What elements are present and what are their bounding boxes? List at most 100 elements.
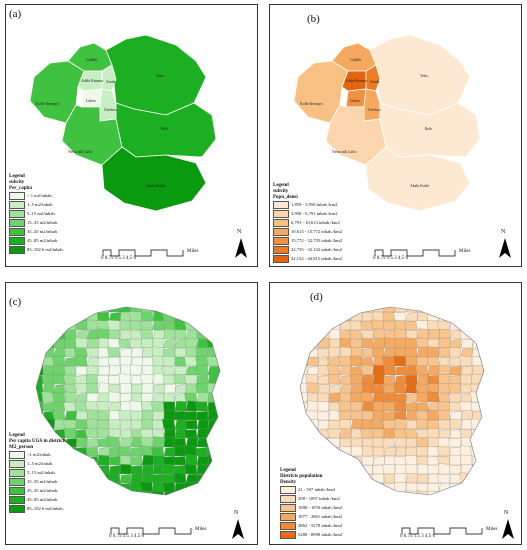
district-cell — [438, 347, 451, 358]
legend-item: 5280 - 8990 inhab./km2 — [280, 530, 342, 539]
district-cell — [42, 365, 55, 376]
district-cell — [394, 473, 407, 484]
district-cell — [482, 428, 484, 439]
district-cell — [36, 348, 44, 358]
district-cell — [86, 392, 99, 403]
district-cell — [196, 338, 209, 349]
district-cell — [404, 455, 418, 466]
legend-subtitle: subcity — [9, 179, 25, 185]
legend-item: 1–5 m2/inhab. — [9, 200, 64, 209]
district-cell — [107, 307, 121, 313]
district-cell — [372, 428, 385, 439]
legend: Legend Districts population Density 21 -… — [280, 468, 342, 539]
district-cell — [438, 429, 451, 439]
district-cell — [97, 366, 110, 376]
district-cell — [140, 419, 154, 430]
district-cell — [427, 456, 440, 466]
district-cell — [53, 330, 66, 340]
district-cell — [449, 347, 462, 358]
district-cell — [152, 384, 165, 394]
district-cell — [339, 438, 352, 448]
district-cell — [449, 319, 462, 331]
district-cell — [119, 330, 132, 340]
district-cell — [448, 375, 462, 385]
district-cell — [361, 338, 374, 349]
district-cell — [64, 321, 77, 331]
district-cell — [174, 347, 187, 358]
district-cell — [218, 400, 220, 412]
district-cell — [161, 418, 176, 430]
district-cell — [150, 446, 165, 457]
district-cell — [163, 491, 176, 495]
district-cell — [86, 347, 99, 358]
district-cell — [360, 391, 374, 403]
legend-item: 85–102.6 m2/inhab. — [9, 245, 64, 254]
district-cell — [372, 311, 385, 322]
district-density-map — [299, 306, 485, 496]
district-cell — [361, 482, 374, 493]
district-cell — [174, 384, 187, 394]
subcity-labels: Gulelle Addis Ketema Arada Lideta Cherko… — [300, 58, 432, 188]
district-cell — [339, 330, 352, 340]
district-cell — [416, 463, 429, 475]
legend-item: 15–35 m2/inhab. — [9, 477, 66, 486]
district-cell — [328, 311, 341, 322]
district-cell — [64, 307, 77, 313]
district-cell — [437, 320, 451, 331]
district-cell — [427, 409, 440, 421]
north-arrow-icon: N — [498, 510, 518, 541]
district-cell — [415, 365, 429, 376]
district-cell — [383, 473, 396, 484]
district-cell — [129, 364, 143, 376]
district-cell — [73, 375, 88, 385]
district-cell — [482, 446, 484, 457]
district-cell — [185, 420, 198, 430]
district-cell — [361, 411, 374, 421]
district-cell — [383, 320, 396, 331]
district-cell — [75, 490, 88, 495]
district-cell — [349, 329, 363, 340]
district-cell — [130, 347, 143, 358]
district-cell — [482, 329, 484, 340]
district-cell — [85, 456, 99, 466]
district-cell — [339, 428, 352, 439]
district-cell — [328, 393, 341, 403]
district-cell — [349, 320, 363, 331]
district-cell — [174, 491, 187, 495]
district-cell — [459, 428, 473, 439]
district-cell — [40, 356, 55, 367]
district-cell — [350, 355, 363, 367]
district-cell — [471, 472, 484, 484]
district-cell — [469, 446, 484, 457]
district-cell — [471, 307, 484, 313]
district-cell — [162, 482, 176, 493]
legend-item: 32,132 - 44,815 inhab./km2 — [273, 254, 342, 263]
district-cell — [119, 474, 132, 484]
district-cell — [394, 437, 407, 448]
svg-text:Cherkos: Cherkos — [104, 108, 117, 112]
district-cell — [306, 427, 319, 439]
district-cell — [416, 437, 429, 448]
district-cell — [438, 328, 451, 340]
district-cell — [460, 365, 473, 376]
district-cell — [196, 310, 209, 322]
district-cell — [141, 383, 154, 394]
district-cell — [141, 338, 154, 349]
district-cell — [107, 473, 121, 484]
district-cell — [118, 410, 132, 421]
svg-text:Arada: Arada — [106, 80, 116, 84]
district-cell — [42, 402, 55, 412]
district-cell — [438, 492, 452, 495]
district-cell — [119, 356, 132, 367]
district-cell — [63, 338, 77, 349]
district-cell — [405, 420, 418, 430]
district-cell — [218, 474, 220, 484]
district-cell — [108, 375, 121, 385]
region-bole — [115, 102, 217, 158]
district-cell — [339, 375, 352, 385]
district-cell — [438, 337, 451, 349]
district-cell — [361, 348, 374, 358]
district-cell — [383, 491, 396, 495]
district-cell — [75, 393, 88, 403]
district-cell — [97, 438, 110, 448]
